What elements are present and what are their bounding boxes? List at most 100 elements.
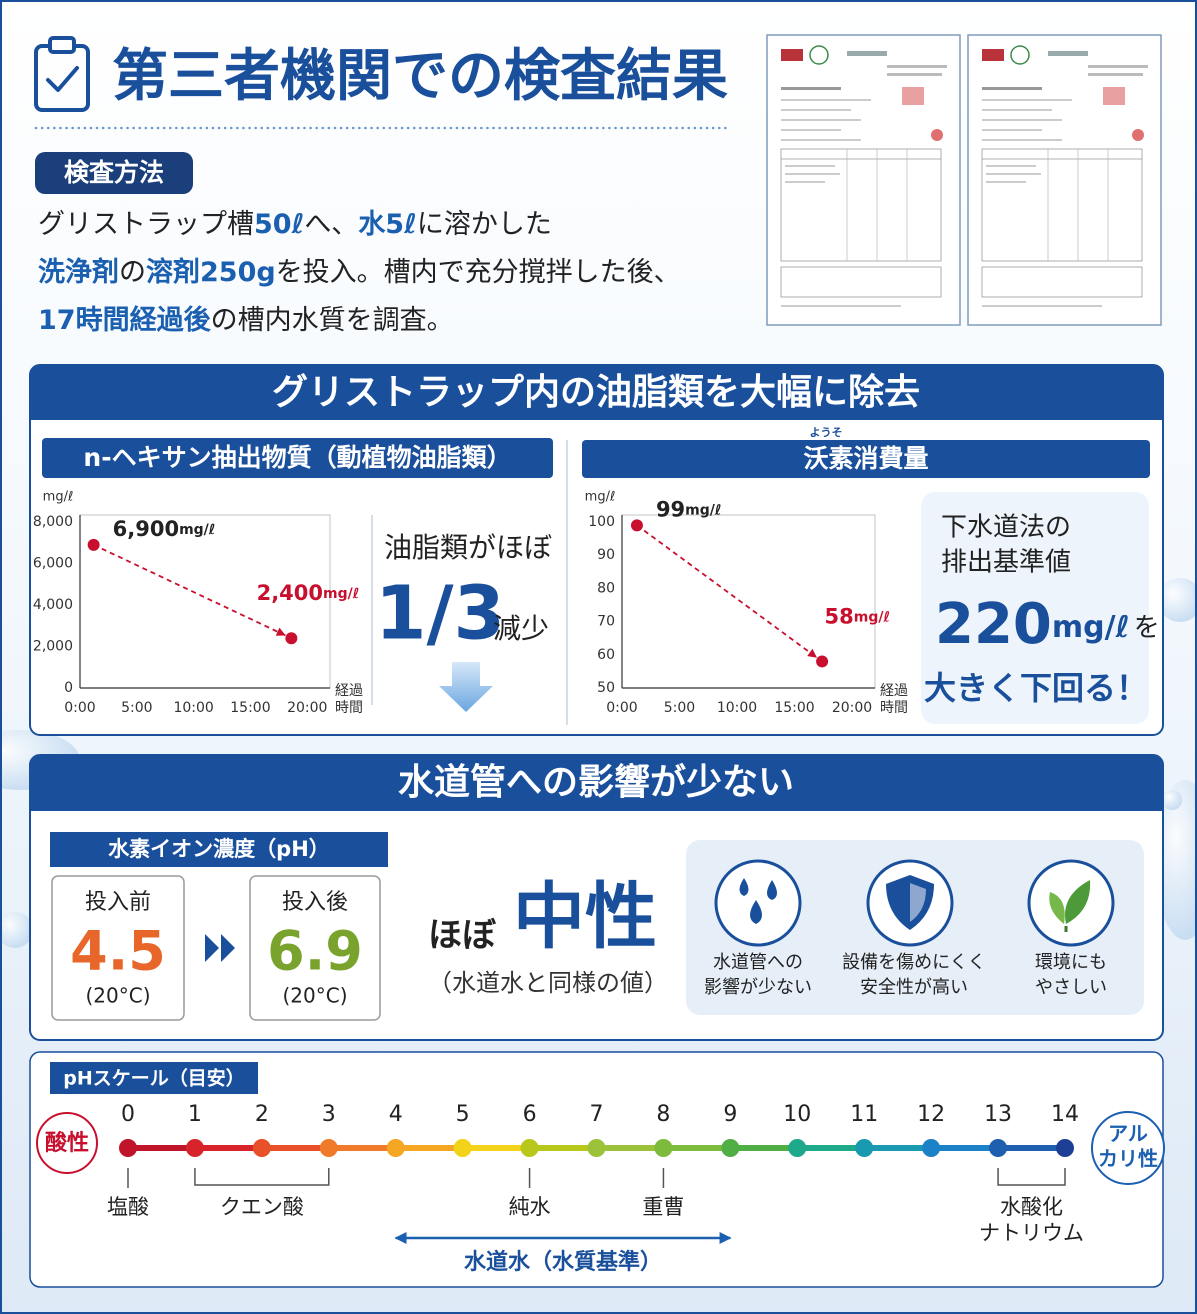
x-axis-label: 時間 xyxy=(880,700,908,716)
ph-dot xyxy=(319,1139,338,1157)
marker-bracket xyxy=(194,1168,330,1186)
method-line: グリストラップ槽50ℓへ、水5ℓに溶かした xyxy=(38,209,552,240)
ph-tick-label: 2 xyxy=(255,1102,269,1127)
ph-value: 6.9 xyxy=(267,920,363,983)
feature-text: 設備を傷めにくく xyxy=(842,952,986,973)
data-label-value: 99 xyxy=(656,497,685,521)
marker-label: クエン酸 xyxy=(220,1195,304,1219)
range-label: 水道水（水質基準） xyxy=(464,1249,662,1275)
method-segment: 17時間経過後 xyxy=(38,304,212,336)
data-label: 58mg/ℓ xyxy=(825,604,891,628)
verdict-word: 中性 xyxy=(513,875,657,959)
x-tick-label: 10:00 xyxy=(173,700,213,716)
method-segment: を投入。槽内で充分撹拌した後、 xyxy=(276,257,681,288)
data-point xyxy=(87,538,100,551)
summary-suffix: 減少 xyxy=(493,612,549,645)
ph-dot xyxy=(721,1139,740,1157)
certificate xyxy=(967,34,1162,326)
ph-label: 水素イオン濃度（pH） xyxy=(108,837,330,861)
y-tick-label: 70 xyxy=(597,614,615,630)
feature-text: やさしい xyxy=(1035,977,1107,998)
standard-text: 排出基準値 xyxy=(941,548,1071,578)
x-tick-label: 5:00 xyxy=(664,700,695,716)
ph-value: 4.5 xyxy=(70,920,166,983)
y-tick-label: 2,000 xyxy=(33,639,73,655)
marker-label: 重曹 xyxy=(642,1195,684,1219)
feature-icon xyxy=(714,859,802,947)
x-axis-label: 経過 xyxy=(335,683,363,699)
method-text: グリストラップ槽50ℓへ、水5ℓに溶かした洗浄剤の溶剤250gを投入。槽内で充分… xyxy=(38,209,681,336)
ph-box-label: 投入後 xyxy=(282,890,348,915)
y-tick-label: 4,000 xyxy=(33,597,73,613)
ph-temp: (20°C) xyxy=(282,984,347,1008)
section-title: 水道管への影響が少ない xyxy=(398,761,794,803)
section-banner xyxy=(30,365,1163,420)
ph-dot xyxy=(119,1139,137,1157)
x-tick-label: 0:00 xyxy=(64,700,95,716)
double-arrow xyxy=(205,934,235,962)
ph-tick-label: 6 xyxy=(523,1102,537,1127)
method-line: 17時間経過後の槽内水質を調査。 xyxy=(38,304,454,336)
ph-scale-panel xyxy=(29,1051,1164,1288)
x-tick-label: 15:00 xyxy=(774,700,814,716)
data-label: 99mg/ℓ xyxy=(656,497,722,521)
verdict-note: （水道水と同様の値） xyxy=(428,969,668,997)
ph-tick-label: 1 xyxy=(188,1102,202,1127)
x-axis-label: 経過 xyxy=(880,683,908,699)
feature-icon xyxy=(1027,859,1115,947)
ph-tick-label: 10 xyxy=(783,1102,811,1127)
chart-title-bar xyxy=(582,440,1150,478)
summary-text: 油脂類がほぼ xyxy=(384,531,552,564)
alkali-badge xyxy=(1091,1111,1165,1185)
x-tick-label: 0:00 xyxy=(606,700,637,716)
ph-dot xyxy=(1056,1139,1074,1157)
method-segment: 水5ℓ xyxy=(358,209,417,240)
method-line: 洗浄剤の溶剤250gを投入。槽内で充分撹拌した後、 xyxy=(38,256,681,288)
alkali-label: アル xyxy=(1108,1122,1148,1146)
chart-title: 沃素消費量 xyxy=(803,444,928,473)
certificate xyxy=(766,34,961,326)
x-tick-label: 5:00 xyxy=(121,700,152,716)
method-segment: の槽内水質を調査。 xyxy=(211,305,454,336)
data-label: 2,400mg/ℓ xyxy=(257,581,360,605)
method-segment: 溶剤250g xyxy=(146,256,276,288)
method-segment: へ、 xyxy=(304,209,358,240)
standard-particle: を xyxy=(1134,613,1160,643)
ph-box-label: 投入前 xyxy=(85,890,151,915)
standard-text: 下水道法の xyxy=(941,513,1071,543)
x-axis-label: 時間 xyxy=(335,700,363,716)
feature-icon xyxy=(866,859,954,947)
data-point xyxy=(816,655,829,668)
ph-tick-label: 7 xyxy=(590,1102,604,1127)
chart-title-bar xyxy=(42,438,553,478)
data-label-unit: mg/ℓ xyxy=(323,586,359,602)
ph-tick-label: 4 xyxy=(389,1102,403,1127)
y-tick-label: 60 xyxy=(597,647,615,663)
ph-tick-label: 12 xyxy=(917,1102,945,1127)
marker-label: ナトリウム xyxy=(979,1221,1084,1245)
method-badge xyxy=(35,152,193,194)
data-label-unit: mg/ℓ xyxy=(179,522,215,538)
y-tick-label: 80 xyxy=(597,580,615,596)
ph-dot xyxy=(855,1139,874,1157)
method-segment: に溶かした xyxy=(417,209,552,240)
y-tick-label: 6,000 xyxy=(33,556,73,572)
data-label-value: 6,900 xyxy=(113,517,179,541)
y-tick-label: 90 xyxy=(597,547,615,563)
ph-dot xyxy=(788,1139,807,1157)
data-point xyxy=(630,519,643,532)
ph-scale-label: pHスケール（目安） xyxy=(63,1067,245,1090)
y-tick-label: 100 xyxy=(588,514,615,530)
standard-number: 220 xyxy=(935,592,1052,657)
standard-conclusion: 大きく下回る！ xyxy=(924,669,1148,707)
ph-dot xyxy=(989,1139,1008,1157)
ph-dot xyxy=(520,1139,539,1157)
ph-dot xyxy=(587,1139,606,1157)
clipboard-icon xyxy=(34,36,90,112)
ph-tick-label: 9 xyxy=(723,1102,737,1127)
data-point xyxy=(285,632,298,645)
alkali-label: カリ性 xyxy=(1098,1147,1158,1171)
feature-text: 安全性が高い xyxy=(860,977,968,998)
ph-dot xyxy=(386,1139,405,1157)
